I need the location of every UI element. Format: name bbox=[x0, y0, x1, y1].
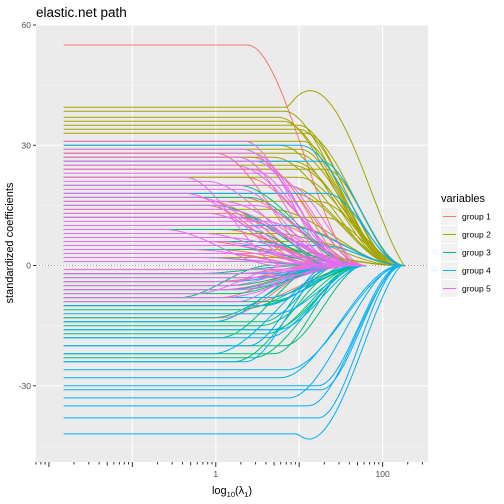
legend-label: group 1 bbox=[462, 212, 491, 222]
coefficient-path-group-5 bbox=[63, 253, 360, 267]
coefficient-path-group-4 bbox=[63, 265, 404, 371]
coefficient-path-group-5 bbox=[63, 265, 361, 275]
coefficient-path-group-5 bbox=[63, 249, 321, 267]
x-tick-label: 1 bbox=[213, 469, 218, 479]
coefficient-path-group-4 bbox=[63, 265, 357, 307]
coefficient-path-group-5 bbox=[63, 225, 364, 267]
coefficient-path-group-3 bbox=[63, 265, 360, 327]
coefficient-path-group-5 bbox=[63, 233, 328, 267]
coefficient-path-group-5 bbox=[63, 237, 357, 267]
coefficient-path-group-5 bbox=[63, 261, 359, 267]
coefficient-path-group-5 bbox=[63, 164, 365, 267]
chart-title: elastic.net path bbox=[36, 5, 127, 20]
x-axis: 1 100 bbox=[35, 462, 423, 479]
x-tick-label: 100 bbox=[376, 469, 390, 479]
coefficient-path-group-4 bbox=[63, 265, 402, 440]
coefficient-path-group-5 bbox=[63, 265, 316, 303]
y-tick-label: -30 bbox=[19, 381, 32, 391]
coefficient-path-group-2 bbox=[63, 110, 395, 267]
coefficient-path-group-4 bbox=[63, 265, 367, 331]
y-axis: -30 0 30 60 bbox=[19, 20, 36, 391]
legend-label: group 4 bbox=[462, 266, 491, 276]
coefficient-path-group-1 bbox=[63, 44, 362, 267]
x-axis-title: log10(λ1) bbox=[212, 485, 252, 499]
y-axis-title: standardized coefficients bbox=[4, 182, 16, 303]
coefficient-path-group-5 bbox=[63, 265, 356, 271]
coefficient-path-group-5 bbox=[63, 204, 359, 267]
coefficient-path-group-5 bbox=[63, 245, 318, 267]
coefficient-path-group-5 bbox=[63, 265, 352, 299]
coefficient-path-group-5 bbox=[63, 172, 363, 267]
coefficient-path-group-5 bbox=[63, 184, 367, 267]
y-tick-label: 30 bbox=[22, 140, 32, 150]
coefficient-path-group-3 bbox=[63, 265, 363, 359]
legend: variables group 1 group 2 group 3 group 4 gr… bbox=[441, 193, 491, 297]
coefficient-path-group-5 bbox=[63, 168, 351, 267]
coefficient-path-group-4 bbox=[63, 265, 364, 339]
coefficient-path-group-5 bbox=[63, 241, 346, 267]
coefficient-path-group-2 bbox=[63, 90, 405, 267]
coefficient-path-group-4 bbox=[63, 265, 405, 407]
coefficient-path-group-5 bbox=[63, 192, 313, 267]
legend-label: group 3 bbox=[462, 248, 491, 258]
coefficient-path-group-5 bbox=[63, 156, 340, 267]
coefficient-path-group-5 bbox=[63, 265, 323, 287]
coefficient-path-group-5 bbox=[63, 208, 354, 267]
coefficient-path-group-4 bbox=[63, 265, 403, 419]
coefficient-path-group-5 bbox=[63, 265, 311, 283]
coefficient-path-group-5 bbox=[63, 216, 350, 267]
coefficient-path-group-2 bbox=[63, 128, 399, 267]
coefficient-path-group-2 bbox=[63, 120, 399, 267]
coefficient-path-group-5 bbox=[63, 265, 291, 295]
coefficient-paths bbox=[63, 44, 407, 440]
coefficient-path-group-5 bbox=[63, 265, 343, 291]
coefficient-path-group-5 bbox=[63, 257, 331, 267]
coefficient-path-group-4 bbox=[63, 265, 401, 387]
coefficient-path-group-4 bbox=[63, 265, 401, 379]
y-tick-label: 0 bbox=[26, 261, 31, 271]
coefficient-path-group-4 bbox=[63, 265, 403, 391]
legend-label: group 2 bbox=[462, 230, 491, 240]
coefficient-path-group-2 bbox=[63, 116, 395, 267]
coefficient-path-group-5 bbox=[63, 196, 328, 267]
coefficient-path-group-4 bbox=[63, 265, 330, 347]
coefficient-path-group-5 bbox=[63, 220, 348, 267]
coefficient-path-group-5 bbox=[63, 229, 279, 267]
coefficient-path-group-5 bbox=[63, 212, 330, 267]
coefficient-path-group-4 bbox=[63, 265, 334, 363]
coefficient-path-group-3 bbox=[63, 265, 361, 311]
y-tick-label: 60 bbox=[22, 20, 32, 30]
coefficient-path-group-4 bbox=[63, 144, 405, 267]
coefficient-path-group-5 bbox=[63, 265, 359, 279]
coefficient-path-group-3 bbox=[63, 265, 360, 335]
coefficient-path-group-5 bbox=[63, 180, 338, 267]
legend-label: group 5 bbox=[462, 284, 491, 294]
legend-title: variables bbox=[441, 193, 486, 205]
coefficient-path-group-4 bbox=[63, 265, 367, 315]
coefficient-path-group-5 bbox=[63, 160, 350, 267]
coefficient-path-group-4 bbox=[63, 265, 401, 399]
